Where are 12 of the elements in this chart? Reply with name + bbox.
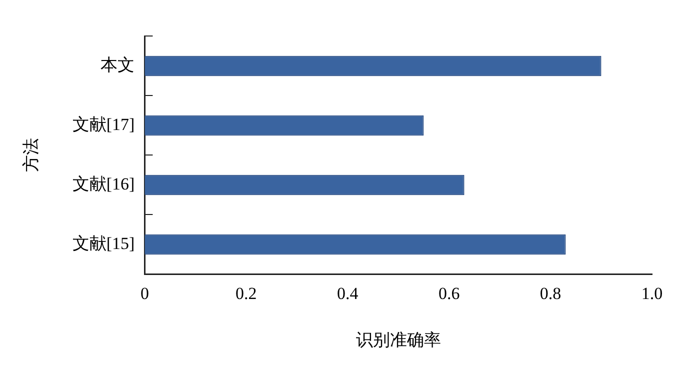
x-axis-title: 识别准确率: [356, 330, 441, 350]
y-tick-label: 文献[16]: [72, 174, 135, 194]
x-tick-label: 0.8: [540, 284, 562, 303]
x-tick-label: 0.6: [438, 284, 460, 303]
x-tick-label: 0: [140, 284, 149, 303]
x-tick-label: 0.4: [337, 284, 359, 303]
y-tick-label: 文献[17]: [72, 114, 135, 134]
x-tick-label: 0.2: [236, 284, 257, 303]
y-tick-label: 文献[15]: [72, 234, 135, 253]
y-tick-label: 本文: [100, 55, 135, 74]
x-tick-label: 1.0: [641, 284, 663, 303]
y-axis-title: 方法: [22, 138, 41, 172]
